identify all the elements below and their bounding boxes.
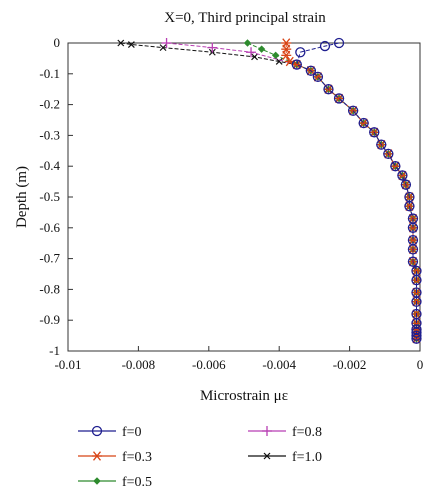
- legend-marker: [92, 451, 102, 461]
- data-point: [312, 71, 324, 83]
- x-tick-label: -0.008: [122, 357, 156, 372]
- series-f-0-8: [161, 38, 422, 344]
- series-line: [285, 43, 417, 339]
- x-tick-label: 0: [417, 357, 424, 372]
- data-point: [333, 93, 345, 104]
- data-point: [319, 40, 331, 52]
- data-point: [159, 44, 167, 52]
- data-point: [333, 37, 345, 49]
- data-point: [411, 275, 422, 286]
- legend: f=0 f=0.8 f=0.3 f=1.0 f=0.5: [78, 425, 322, 490]
- y-tick-label: -0.1: [39, 66, 60, 81]
- plot-border: [67, 42, 421, 352]
- x-axis-label: Microstrain με: [200, 388, 288, 404]
- series-line: [166, 42, 417, 339]
- data-point: [291, 59, 302, 70]
- series-f-0: [291, 37, 422, 344]
- y-tick-label: 0: [54, 35, 61, 50]
- data-point: [271, 51, 280, 60]
- data-point: [400, 179, 412, 190]
- legend-item: f=0.3: [78, 450, 152, 465]
- y-tick-label: -0.5: [39, 189, 60, 204]
- legend-label: f=0.3: [122, 450, 152, 465]
- y-tick-label: -0.3: [39, 127, 60, 142]
- y-tick-label: -0.7: [39, 251, 60, 266]
- data-point: [376, 139, 387, 150]
- y-tick-label: -0.8: [39, 281, 60, 296]
- series-layer: [117, 37, 422, 344]
- data-point: [411, 330, 422, 341]
- series-line: [120, 42, 417, 339]
- x-axis: -0.01 -0.008 -0.006 -0.004 -0.002 0: [54, 346, 423, 372]
- data-point: [323, 84, 334, 95]
- y-tick-label: -0.2: [39, 97, 60, 112]
- legend-label: f=1.0: [292, 450, 322, 465]
- x-tick-label: -0.004: [262, 357, 296, 372]
- y-tick-label: -0.9: [39, 312, 60, 327]
- data-point: [411, 333, 422, 344]
- data-point: [305, 65, 317, 76]
- x-tick-label: -0.002: [333, 357, 367, 372]
- data-point: [397, 170, 408, 181]
- data-point: [383, 148, 394, 160]
- data-point: [411, 266, 422, 276]
- data-point: [407, 244, 419, 255]
- x-tick-label: -0.01: [54, 357, 81, 372]
- data-point: [127, 41, 135, 48]
- data-point: [411, 296, 422, 307]
- data-point: [369, 127, 380, 138]
- plot-area: [67, 42, 421, 352]
- data-point: [117, 39, 125, 47]
- data-point: [407, 256, 419, 267]
- y-tick-label: -1: [49, 343, 60, 358]
- data-point: [347, 105, 359, 116]
- data-point: [291, 59, 302, 70]
- data-point: [407, 222, 419, 233]
- series-f-0-3: [281, 38, 422, 344]
- data-point: [207, 42, 218, 53]
- data-point: [275, 58, 283, 65]
- legend-label: f=0.5: [122, 475, 152, 490]
- x-tick-label: -0.006: [192, 357, 226, 372]
- data-point: [404, 201, 415, 212]
- y-tick-label: -0.6: [39, 220, 60, 235]
- y-axis-label: Depth (m): [14, 166, 30, 228]
- legend-marker: [262, 426, 272, 436]
- data-point: [411, 327, 422, 338]
- legend-marker: [93, 477, 101, 485]
- legend-label: f=0.8: [292, 425, 322, 440]
- data-point: [251, 53, 258, 61]
- data-point: [407, 235, 418, 245]
- data-point: [161, 38, 172, 48]
- legend-marker: [91, 425, 103, 437]
- series-f-1-0: [117, 39, 420, 343]
- y-axis: 0 -0.1 -0.2 -0.3 -0.4 -0.5 -0.6 -0.7 -0.8 -0.9 -1: [39, 35, 73, 358]
- legend-item: f=1.0: [248, 450, 322, 465]
- data-point: [281, 50, 292, 61]
- data-point: [246, 47, 257, 58]
- y-tick-label: -0.4: [39, 158, 60, 173]
- data-point: [295, 47, 306, 58]
- data-point: [243, 39, 252, 47]
- data-point: [390, 161, 401, 172]
- legend-item: f=0.8: [248, 425, 322, 440]
- data-point: [407, 223, 418, 233]
- series-line: [296, 42, 417, 339]
- legend-label: f=0: [122, 425, 142, 440]
- legend-item: f=0.5: [78, 475, 152, 490]
- legend-marker: [263, 452, 271, 460]
- legend-item: f=0: [78, 425, 142, 440]
- data-point: [257, 45, 266, 53]
- data-point: [358, 117, 369, 129]
- data-point: [334, 93, 345, 104]
- chart-title: X=0, Third principal strain: [164, 10, 326, 26]
